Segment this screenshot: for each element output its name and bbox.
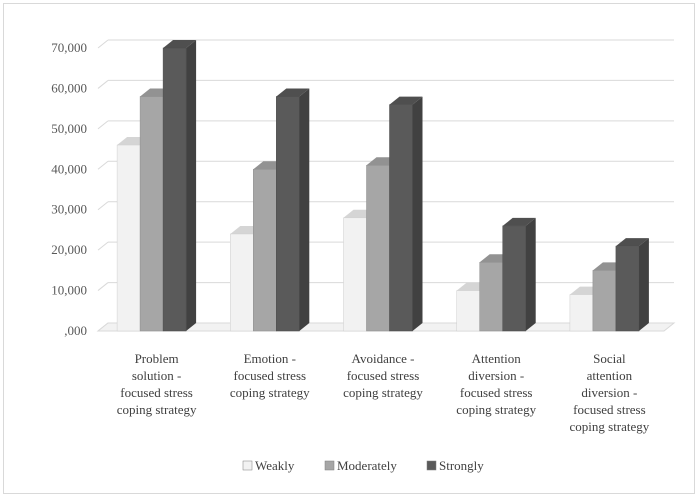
bar-moderately [592,270,617,332]
y-tick-label: 70,000 [51,40,87,55]
bar-side [638,238,649,331]
legend-swatch-moderately [324,460,335,471]
bar-strongly [162,47,187,332]
gridline-side [97,282,109,291]
x-category-label-line: focused stress [347,368,420,383]
x-category-label-line: attention [587,368,633,383]
gridline-side [97,120,109,130]
gridline-side [97,80,109,89]
bar-top [615,238,649,247]
bar-moderately [479,262,503,332]
x-category-label: Problem solution - focused stress coping st… [117,351,197,417]
x-category-label: Attention diversion - focused stress coping… [456,351,536,417]
x-category-label-line: coping strategy [570,419,650,434]
x-category-label-line: Attention [472,351,522,366]
y-tick-label: ,000 [64,323,87,338]
x-category-label-line: coping strategy [230,385,310,400]
x-category-label-line: focused stress [120,385,193,400]
bar-top [163,40,197,48]
bar-moderately [253,169,277,332]
x-category-label-line: diversion - [581,385,637,400]
bar-weakly [456,290,480,332]
x-category-label-line: coping strategy [456,402,536,417]
bar-weakly [230,233,254,332]
bar-strongly [389,104,413,332]
bar-weakly [116,144,141,332]
legend-swatch-weakly [242,460,253,471]
x-category-label: Avoidance - focused stress coping strategy [343,351,423,400]
x-category-label-line: Avoidance - [352,351,415,366]
x-category-label-line: coping strategy [343,385,423,400]
legend-swatch-strongly [426,460,437,471]
bar-side [412,96,423,331]
legend-label: Moderately [337,458,397,473]
x-category-label-line: coping strategy [117,402,197,417]
x-category-label: Emotion - focused stress coping strategy [230,351,310,400]
x-category-label-line: diversion - [468,368,524,383]
y-tick-label: 10,000 [51,283,87,298]
bar-strongly [276,96,300,332]
y-tick-label: 50,000 [51,121,87,136]
x-category-label-line: focused stress [460,385,533,400]
x-category-label-line: Problem [135,351,179,366]
y-tick-label: 20,000 [51,242,87,257]
x-category-label-line: focused stress [234,368,307,383]
gridline-side [97,241,109,251]
bar-moderately [139,96,164,332]
bar-strongly [502,225,526,332]
bar-side [186,40,197,331]
bar-side [525,217,536,331]
bar-top [276,88,310,97]
x-category-label-line: Emotion - [244,351,296,366]
y-tick-label: 60,000 [51,80,87,95]
legend-label: Weakly [255,458,295,473]
y-tick-label: 40,000 [51,161,87,176]
x-category-label-line: solution - [132,368,181,383]
bar-side [299,88,310,331]
gridline-side [97,160,109,170]
bar-weakly [569,294,594,332]
x-category-label-line: focused stress [573,402,646,417]
gridline-side [97,39,109,49]
bar-moderately [366,164,390,332]
gridline-side [97,201,109,211]
bar-weakly [343,217,367,332]
x-category-label-line: Social [593,351,626,366]
bar-top [389,96,423,105]
y-tick-label: 30,000 [51,202,87,217]
x-category-label: Social attention diversion - focused stress… [570,351,650,434]
bar-strongly [615,245,640,332]
legend-label: Strongly [439,458,484,473]
bar-top [502,217,536,226]
